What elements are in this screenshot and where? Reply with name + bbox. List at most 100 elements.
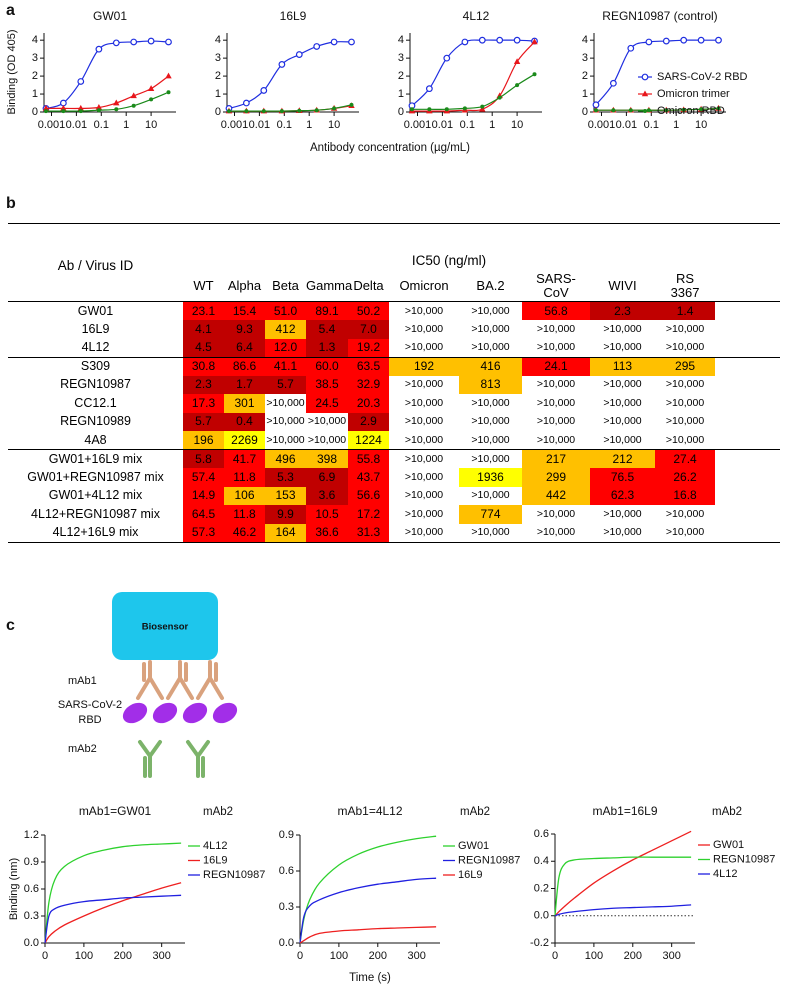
ic50-cell: >10,000 [389, 301, 459, 320]
x-tick-label: 0.01 [616, 119, 637, 131]
y-tick-label: 1 [215, 88, 221, 100]
ic50-cell: >10,000 [459, 301, 522, 320]
ic50-cell: 41.1 [265, 357, 306, 376]
table-row: CC12.1 17.3 301 >10,000 24.5 20.3 >10,000 >10,0… [8, 394, 780, 413]
ic50-cell: >10,000 [389, 375, 459, 394]
ic50-cell: >10,000 [459, 338, 522, 357]
column-header: Omicron [399, 278, 449, 294]
ic50-cell: >10,000 [655, 320, 716, 339]
chart: 0.0 0.3 0.6 0.9 0 100 200 300 mAb1=4L12 mAb2 GW01 R… [279, 804, 521, 962]
point [513, 58, 521, 65]
panel-label: c [6, 617, 15, 634]
x-tick-label: 0 [297, 950, 303, 962]
legend-label: Omicron trimer [657, 88, 730, 100]
point [348, 38, 355, 46]
ic50-cell: 19.2 [348, 338, 389, 357]
legend-label: REGN10987 [713, 853, 775, 865]
rbd-label: RBD [78, 714, 101, 726]
ic50-cell: 2.3 [183, 375, 224, 394]
y-tick-label: 0.0 [24, 937, 39, 949]
point [297, 108, 302, 113]
ic50-cell: 38.5 [306, 375, 348, 394]
ic50-cell: 63.5 [348, 357, 389, 376]
table-row: GW01 23.1 15.4 51.0 89.1 50.2 >10,000 >10,000 56… [8, 301, 780, 321]
ic50-cell: >10,000 [522, 412, 590, 431]
chart: 0 1 2 3 4 0.001 0.01 0.1 1 10 16L9 [215, 9, 359, 131]
row-group: S309 30.8 86.6 41.1 60.0 63.5 192 416 24.1 113 295… [8, 357, 781, 450]
legend-title: mAb2 [712, 806, 742, 818]
ic50-cell: >10,000 [389, 523, 459, 542]
point [260, 87, 268, 94]
ic50-cell: 0.4 [224, 412, 265, 431]
row-label: S309 [80, 359, 111, 373]
ic50-cell: 55.8 [348, 449, 389, 468]
ic50-cell: 5.7 [265, 375, 306, 394]
ic50-cell: 50.2 [348, 301, 389, 320]
point [244, 109, 249, 114]
row-label: CC12.1 [74, 395, 117, 410]
mab2-label: mAb2 [68, 743, 97, 755]
ic50-cell: 76.5 [590, 468, 655, 487]
point [699, 107, 704, 112]
x-tick-label: 0.001 [38, 119, 66, 131]
row-label: 4L12+16L9 mix [52, 525, 139, 539]
point [147, 85, 155, 91]
ic50-cell: >10,000 [389, 394, 459, 413]
filler [715, 487, 780, 506]
row-label: GW01+4L12 mix [48, 488, 143, 503]
ic50-cell: >10,000 [590, 505, 655, 524]
point [532, 72, 537, 77]
point [95, 45, 103, 53]
ic50-cell: >10,000 [389, 468, 459, 487]
point [77, 78, 85, 85]
x-tick-label: 200 [114, 950, 132, 962]
x-tick-label: 0.01 [432, 119, 453, 131]
ic50-cell: >10,000 [655, 412, 716, 431]
point [515, 83, 520, 88]
y-tick-label: 1 [398, 88, 404, 100]
point [611, 108, 616, 113]
panel-label: b [6, 195, 16, 212]
x-tick-label: 200 [624, 950, 642, 962]
ic50-cell: 416 [459, 357, 522, 376]
point [42, 104, 50, 111]
ic50-cell: >10,000 [655, 394, 716, 413]
table-row: GW01+REGN10987 mix 57.4 11.8 5.3 6.9 43.7 >10,… [8, 468, 780, 487]
ic50-cell: >10,000 [459, 320, 522, 339]
column-header: WIVI [608, 278, 637, 294]
ic50-cell: 212 [590, 449, 655, 468]
y-tick-label: 0.0 [534, 910, 549, 922]
ic50-cell: >10,000 [522, 431, 590, 450]
point [531, 38, 538, 45]
chart: 0.0 0.3 0.6 0.9 1.2 0 100 200 300 mAb1=GW01 mAb2 Bi… [8, 804, 265, 962]
ic50-cell: 14.9 [183, 486, 224, 505]
point [242, 99, 250, 107]
y-tick-label: 4 [32, 34, 38, 46]
row-label: 4A8 [84, 432, 107, 447]
x-tick-label: 100 [585, 950, 603, 962]
x-tick-label: 1 [306, 119, 312, 131]
y-tick-label: 0 [32, 106, 38, 118]
y-tick-label: 0.0 [279, 937, 294, 949]
ic50-cell: >10,000 [389, 431, 459, 450]
point [131, 103, 136, 108]
ic50-cell: >10,000 [265, 431, 306, 450]
filler [715, 302, 780, 321]
ic50-cell: 106 [224, 486, 265, 505]
x-tick-label: 1 [123, 119, 129, 131]
ic50-cell: 26.2 [655, 468, 716, 487]
series-line [44, 894, 182, 944]
ic50-cell: 113 [590, 357, 655, 376]
ic50-cell: >10,000 [522, 394, 590, 413]
ic50-cell: 442 [522, 486, 590, 505]
point [130, 92, 137, 99]
ic50-cell: 89.1 [306, 301, 348, 320]
ic50-cell: 6.4 [224, 338, 265, 357]
chart-title: 4L12 [463, 9, 490, 23]
x-tick-label: 10 [328, 119, 340, 131]
point [662, 37, 670, 45]
x-tick-label: 0.01 [66, 119, 87, 131]
point [114, 107, 119, 112]
legend-marker [641, 90, 649, 97]
ic50-cell: 32.9 [348, 375, 389, 394]
